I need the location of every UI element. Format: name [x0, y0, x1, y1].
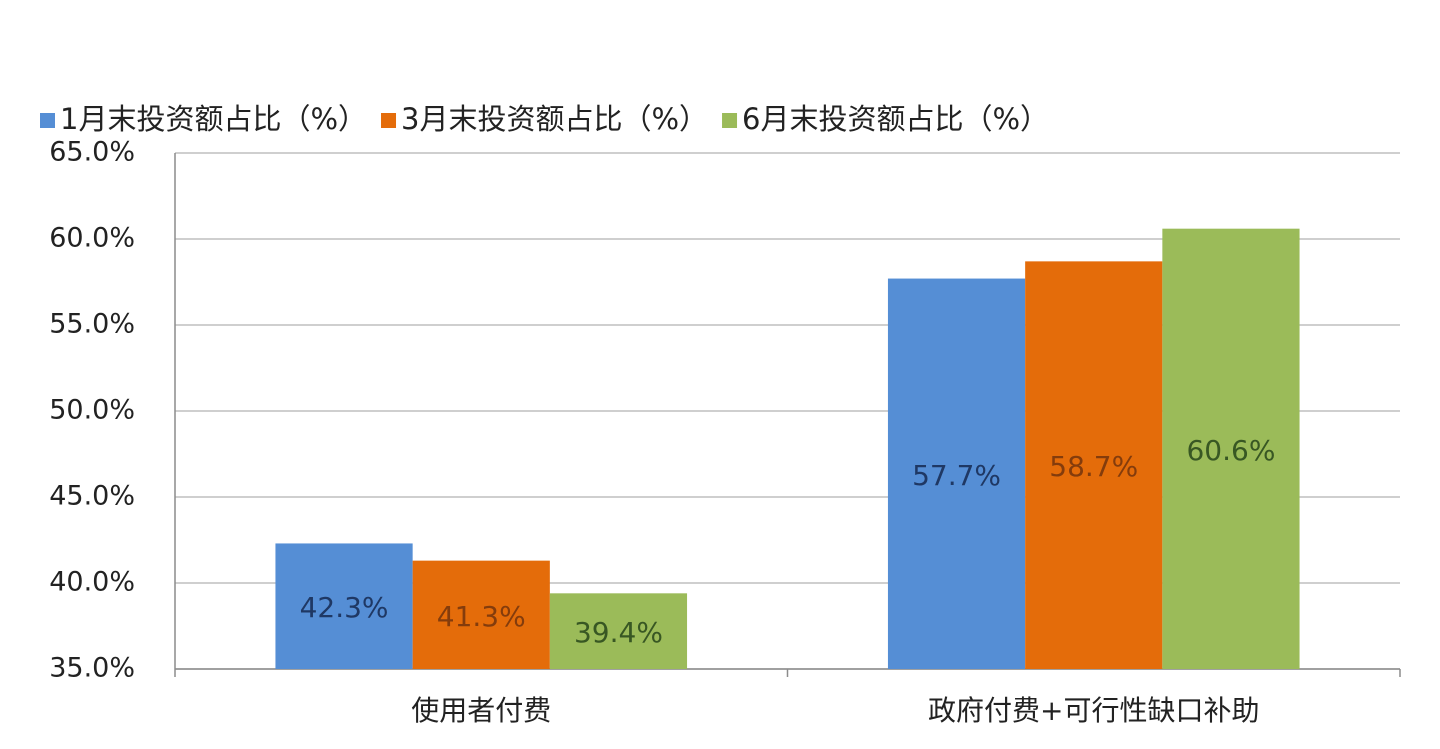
legend-swatch — [381, 113, 397, 128]
value-label: 42.3% — [300, 591, 389, 624]
value-label: 60.6% — [1186, 434, 1275, 467]
legend-label: 1月末投资额占比（%） — [60, 102, 367, 136]
y-tick-label: 60.0% — [49, 223, 135, 254]
bar — [275, 543, 413, 669]
legend-swatch — [722, 113, 738, 128]
bar — [549, 593, 688, 669]
legend-swatch — [40, 113, 55, 128]
y-tick-label: 40.0% — [49, 567, 135, 598]
value-label: 41.3% — [437, 600, 526, 633]
bar — [1025, 261, 1163, 669]
x-tick-label: 政府付费+可行性缺口补助 — [928, 694, 1259, 727]
bar — [1162, 228, 1300, 669]
legend-label: 3月末投资额占比（%） — [401, 102, 708, 136]
legend-label: 6月末投资额占比（%） — [742, 102, 1049, 136]
y-tick-label: 35.0% — [49, 653, 135, 684]
bar — [887, 278, 1026, 669]
value-label: 57.7% — [912, 459, 1001, 492]
y-tick-label: 50.0% — [49, 395, 135, 426]
value-label: 58.7% — [1049, 450, 1138, 483]
y-tick-label: 55.0% — [49, 309, 135, 340]
y-tick-label: 65.0% — [49, 137, 135, 168]
value-label: 39.4% — [574, 616, 663, 649]
y-tick-label: 45.0% — [49, 481, 135, 512]
bar — [412, 560, 550, 669]
x-tick-label: 使用者付费 — [411, 694, 551, 727]
